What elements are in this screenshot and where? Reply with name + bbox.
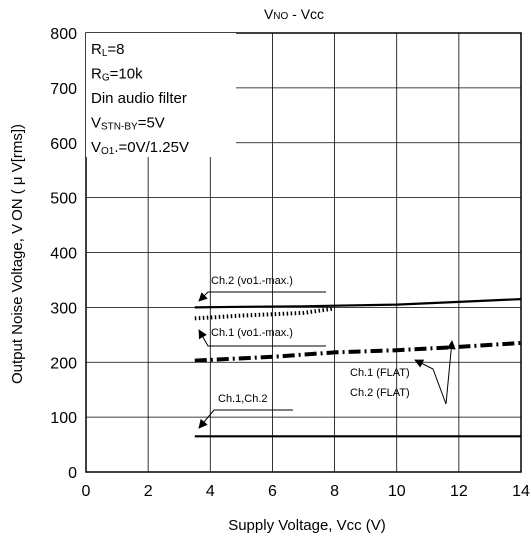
- y-tick-label: 0: [68, 465, 77, 482]
- annotation-label: Ch.2 (vo1.-max.): [211, 275, 293, 287]
- y-tick-label: 500: [50, 191, 77, 208]
- condition-line: RL=8: [91, 41, 125, 59]
- y-tick-label: 800: [50, 26, 77, 43]
- annotation-label: Ch.1,Ch.2: [218, 393, 268, 405]
- x-axis-label: Supply Voltage, Vcc (V): [228, 517, 386, 534]
- leader-ch2-max: [198, 291, 326, 302]
- y-tick-label: 100: [50, 410, 77, 427]
- series-line-0: [194, 298, 522, 309]
- tick-labels: 0 2 4 6 8 10 12 14 0 100 200 300 400 500 600 700 800: [50, 26, 530, 500]
- condition-box-bg: [86, 33, 236, 157]
- x-tick-label: 2: [144, 483, 153, 500]
- x-tick-label: 14: [512, 483, 530, 500]
- condition-line: Din audio filter: [91, 90, 187, 107]
- annotation-label: Ch.1 (vo1.-max.): [211, 327, 293, 339]
- series-line-1: [194, 306, 335, 321]
- leader-flat-ch2: [445, 340, 456, 405]
- y-tick-label: 600: [50, 136, 77, 153]
- leader-ch1-max: [198, 329, 326, 347]
- condition-line: VO1.=0V/1.25V: [91, 139, 189, 157]
- y-axis-label: Output Noise Voltage, V ON ( μ V[rms]): [9, 124, 26, 384]
- annotations: Ch.2 (vo1.-max.) Ch.1 (vo1.-max.) Ch.1 (FL…: [198, 275, 456, 429]
- x-tick-label: 12: [450, 483, 468, 500]
- x-tick-label: 10: [388, 483, 406, 500]
- condition-box: RL=8 RG=10k Din audio filter VSTN-BY=5V VO1.…: [86, 33, 236, 157]
- y-tick-label: 300: [50, 300, 77, 317]
- chart-title: VNO - Vcc: [264, 6, 324, 22]
- annotation-label: Ch.1 (FLAT): [350, 367, 410, 379]
- y-tick-label: 400: [50, 246, 77, 263]
- leader-flat-ch1: [414, 359, 447, 405]
- series-group: [194, 298, 522, 438]
- leader-ch12: [198, 409, 293, 429]
- plot-frame: [85, 32, 522, 473]
- x-tick-label: 6: [268, 483, 277, 500]
- y-tick-label: 200: [50, 355, 77, 372]
- annotation-label: Ch.2 (FLAT): [350, 387, 410, 399]
- condition-line: VSTN-BY=5V: [91, 115, 165, 133]
- series-line-2: [194, 341, 522, 363]
- x-tick-label: 8: [330, 483, 339, 500]
- condition-line: RG=10k: [91, 66, 143, 84]
- x-tick-label: 0: [82, 483, 91, 500]
- x-tick-label: 4: [206, 483, 215, 500]
- y-tick-label: 700: [50, 81, 77, 98]
